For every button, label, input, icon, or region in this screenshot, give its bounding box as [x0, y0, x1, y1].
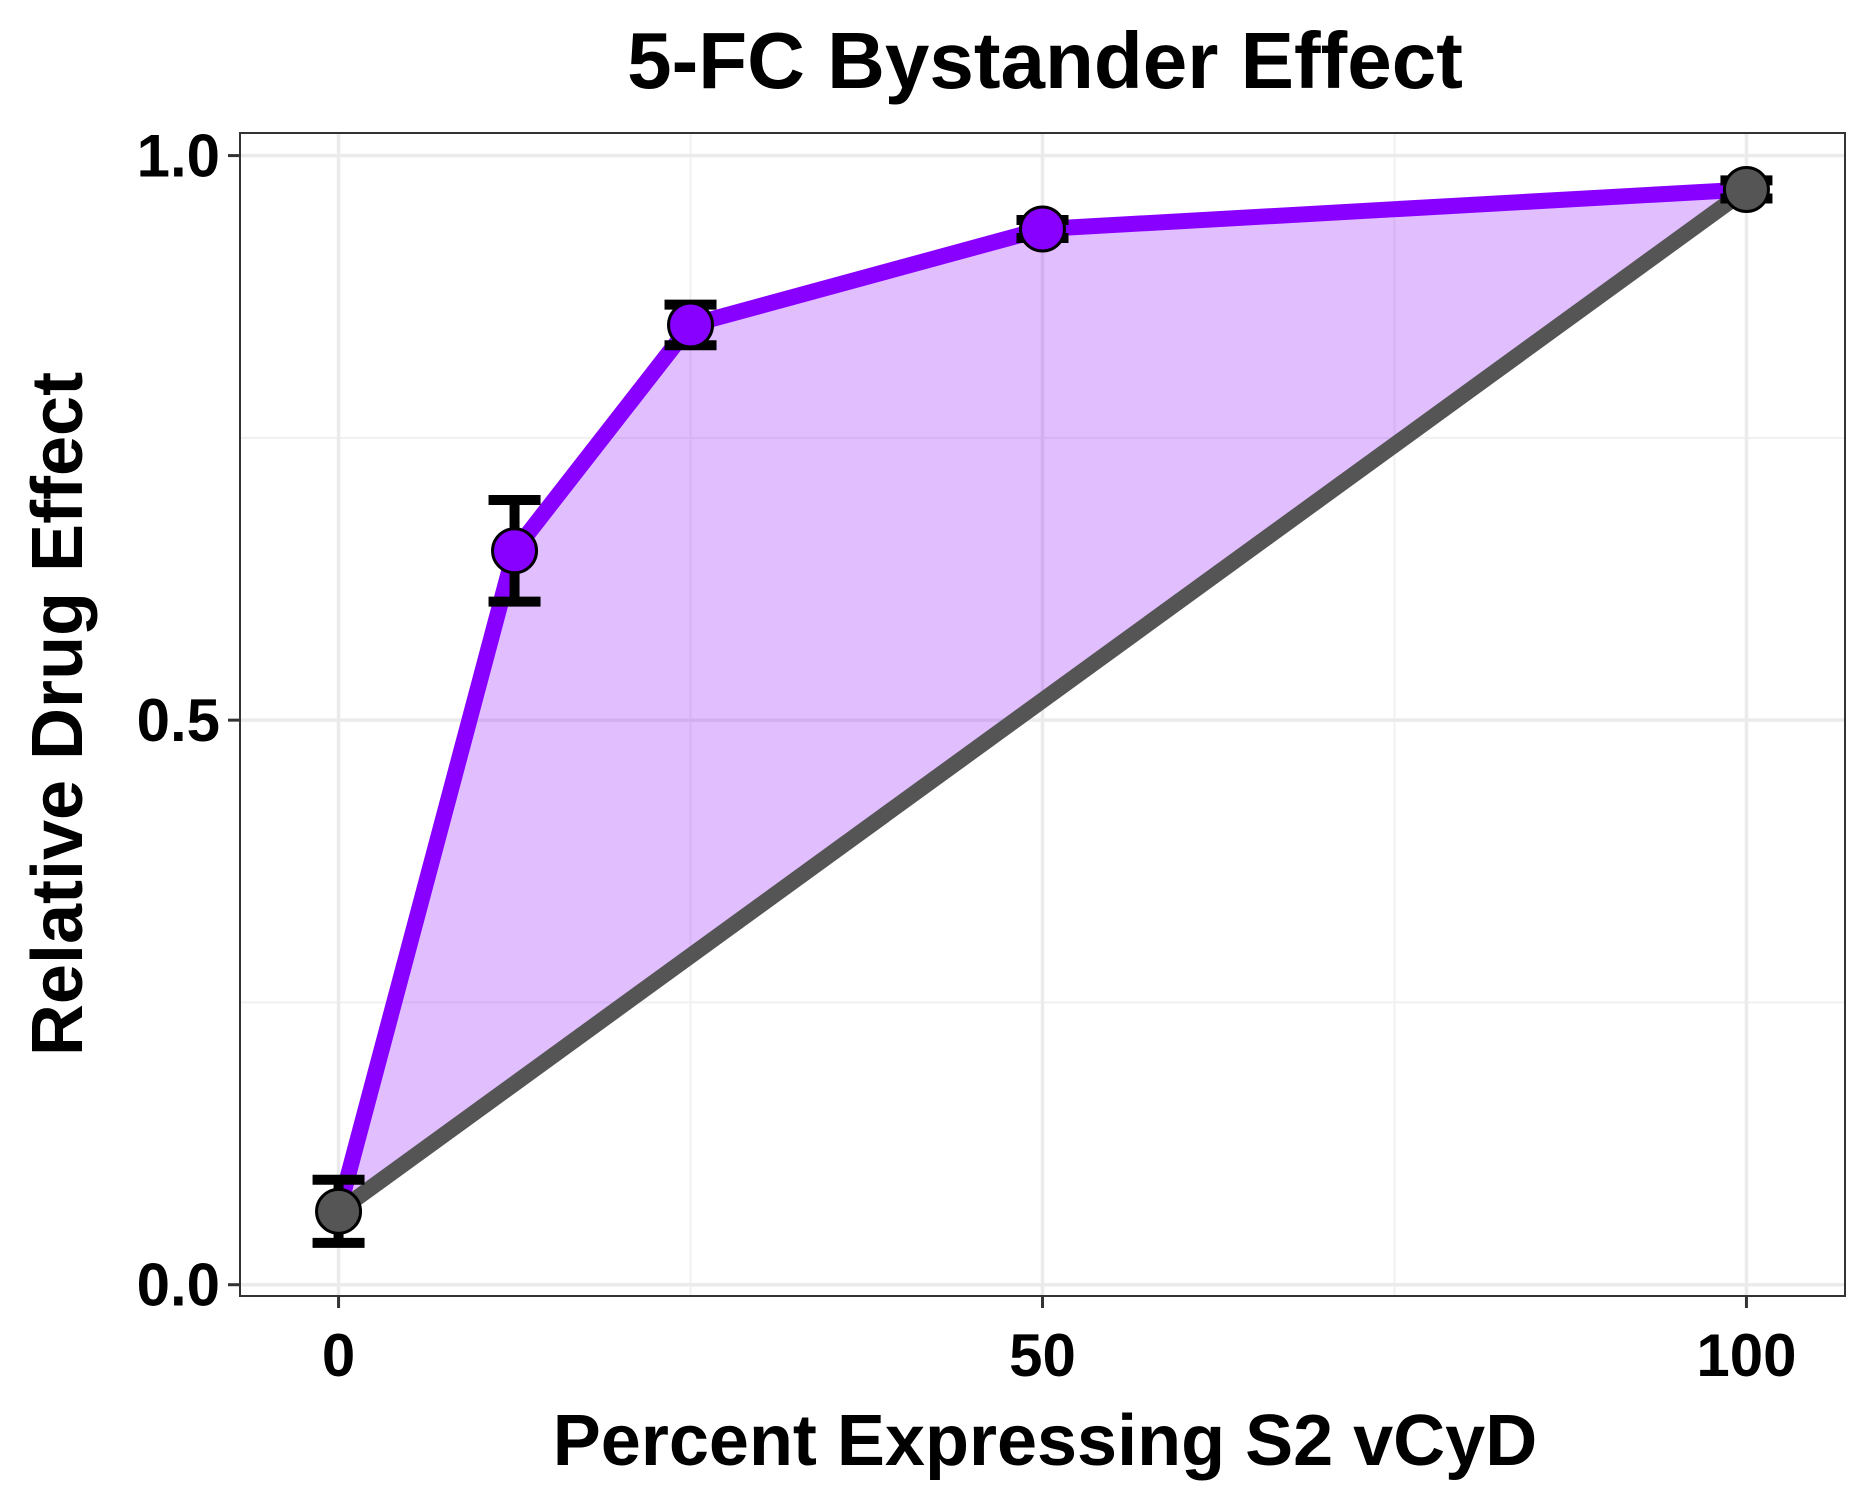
x-axis-title: Percent Expressing S2 vCyD: [553, 1401, 1537, 1481]
x-tick-label: 50: [1009, 1322, 1076, 1389]
y-axis-title: Relative Drug Effect: [18, 372, 98, 1056]
grid: [240, 133, 1845, 1296]
data-point: [1722, 165, 1770, 213]
y-tick-label: 1.0: [137, 123, 220, 190]
series-2-line: [333, 182, 1752, 1218]
chart-title: 5-FC Bystander Effect: [627, 16, 1463, 105]
x-tick-label: 100: [1696, 1322, 1796, 1389]
data-point: [1019, 205, 1066, 253]
data-point: [667, 301, 715, 349]
data-point: [315, 1187, 363, 1235]
x-tick-label: 0: [322, 1322, 355, 1389]
axes: 0 50 100 0.0 0.5 1.0: [137, 123, 1797, 1389]
y-tick-label: 0.0: [137, 1252, 220, 1319]
y-tick-label: 0.5: [137, 687, 220, 754]
points: [315, 165, 1770, 1235]
data-point: [491, 527, 539, 575]
